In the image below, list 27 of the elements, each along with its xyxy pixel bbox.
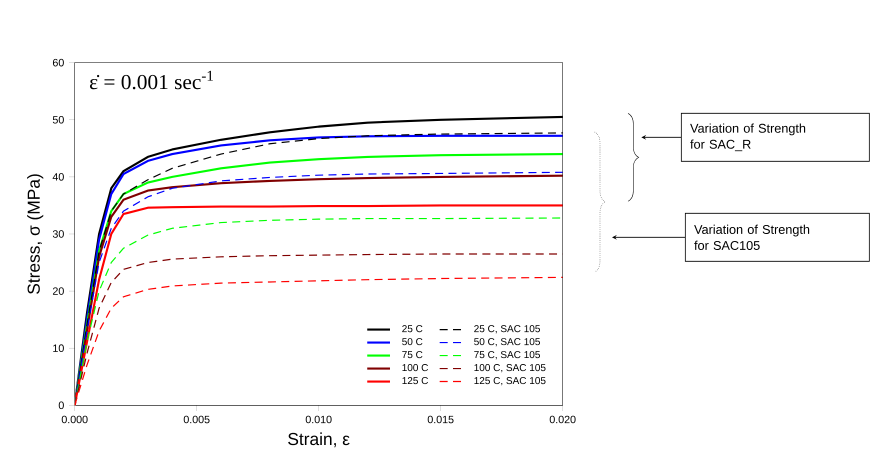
legend-label: 50 C: [402, 338, 422, 346]
legend-label: 25 C: [402, 325, 422, 332]
x-tick-label: 0.000: [62, 416, 88, 424]
y-tick-label: 0: [58, 402, 64, 410]
y-axis-title: Stress, σ (MPa): [27, 174, 44, 294]
x-tick-label: 0.005: [184, 416, 210, 424]
x-tick-label: 0.010: [306, 416, 332, 424]
legend-label: 25 C, SAC 105: [474, 325, 540, 334]
legend-label: 100 C, SAC 105: [474, 364, 546, 372]
y-tick-label: 30: [52, 230, 64, 238]
annotation: ε̇ = 0.001 sec$^{-1}$: [90, 70, 213, 90]
text: Variation of Strength for SAC_R: [690, 123, 806, 152]
x-tick-label: 0.020: [550, 416, 576, 424]
text: Variation of Strength for SAC105: [694, 224, 810, 250]
legend-label: 75 C: [402, 351, 422, 358]
y-tick-label: 10: [53, 344, 64, 352]
legend-label: 125 C: [402, 377, 428, 384]
y-tick-label: 50: [52, 116, 64, 124]
y-tick-label: 60: [52, 58, 64, 66]
x-tick-label: 0.015: [428, 416, 454, 424]
y-tick-label: 20: [52, 287, 64, 295]
y-tick-label: 40: [52, 173, 64, 181]
legend-label: 75 C, SAC 105: [474, 351, 540, 360]
legend-label: 100 C: [402, 364, 428, 372]
legend-label: 50 C, SAC 105: [474, 338, 540, 346]
x-axis-title: Strain, ε: [288, 432, 350, 448]
legend-label: 125 C, SAC 105: [474, 377, 546, 386]
